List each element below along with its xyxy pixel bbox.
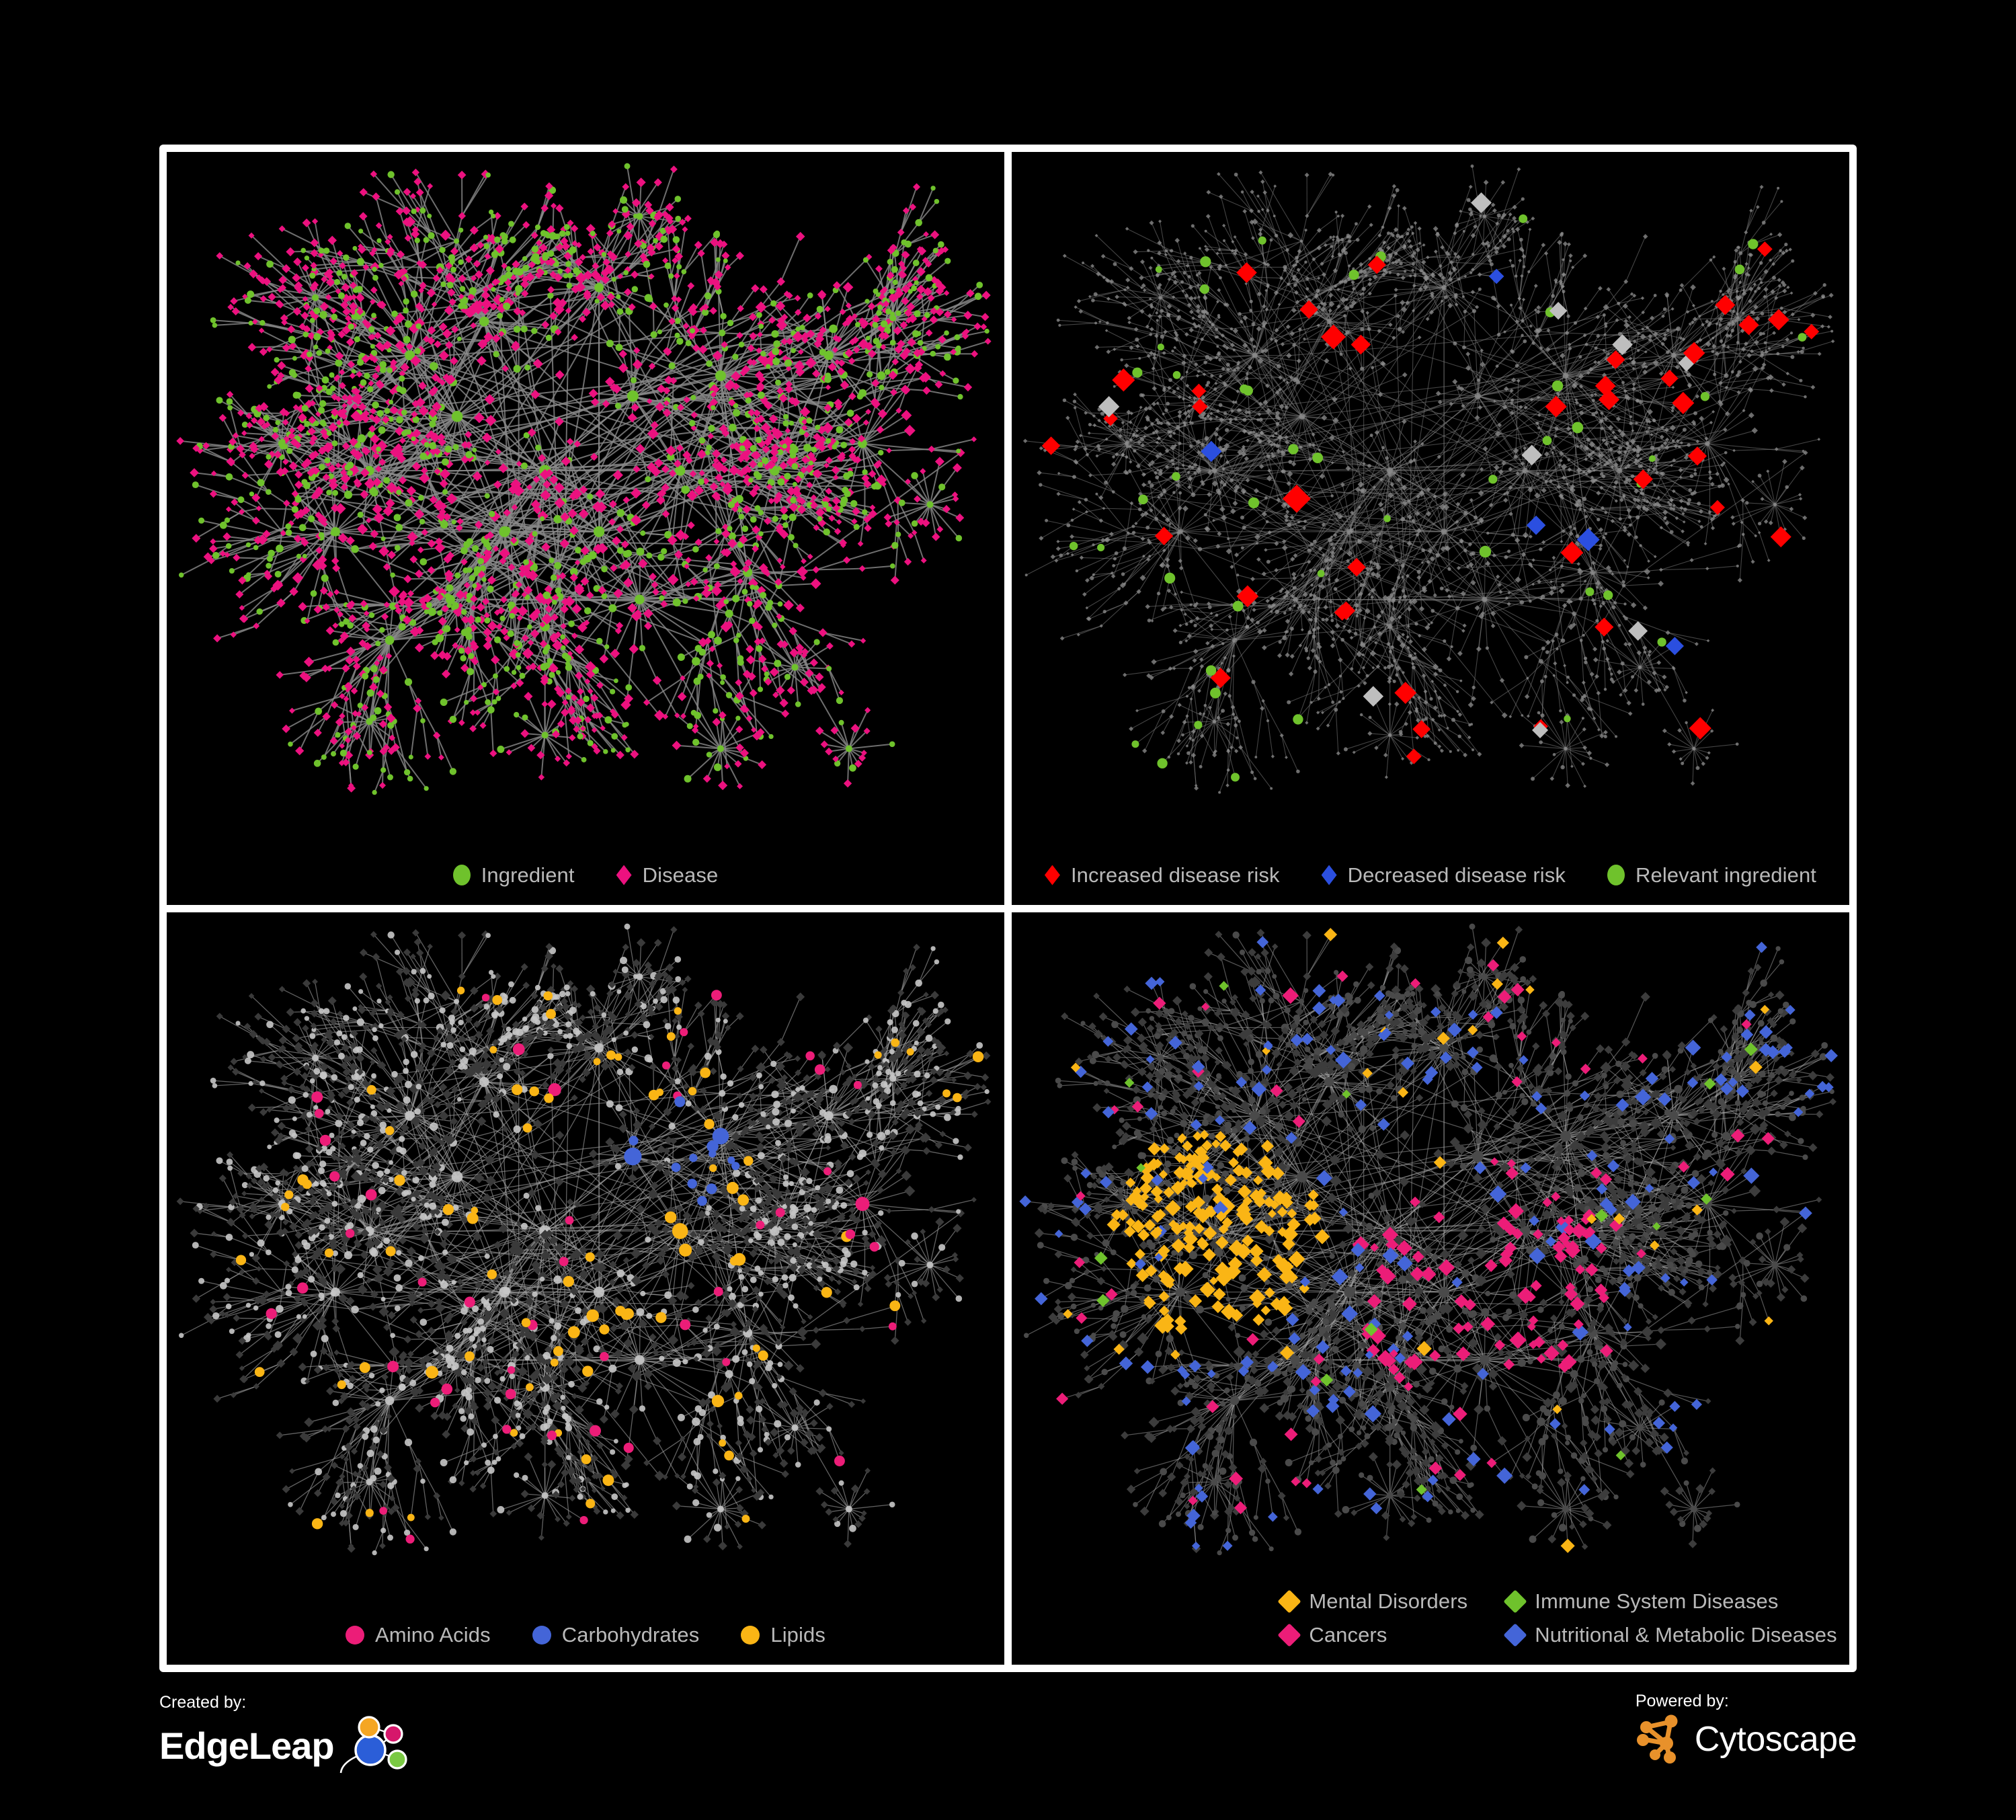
amino-acids-circle-icon	[346, 1626, 365, 1645]
panel-nutrient-classes[interactable]: Amino Acids Carbohydrates Lipids	[167, 912, 1004, 1665]
network-graph-disease-risk[interactable]	[1012, 152, 1849, 905]
ingredient-circle-icon	[452, 865, 471, 885]
legend-item[interactable]: Cancers	[1277, 1623, 1387, 1647]
panel-disease-categories[interactable]: Mental Disorders Immune System Diseases …	[1012, 912, 1849, 1665]
metabolic-diseases-diamond-icon	[1503, 1623, 1527, 1647]
cytoscape-wordmark: Cytoscape	[1695, 1722, 1857, 1757]
legend-item-label: Lipids	[770, 1623, 825, 1647]
powered-by-kicker: Powered by:	[1636, 1692, 1857, 1711]
created-by-edgeleap[interactable]: Created by: EdgeLeap	[159, 1693, 412, 1777]
legend-item[interactable]: Disease	[616, 863, 719, 887]
carbohydrates-circle-icon	[532, 1626, 551, 1645]
legend-item[interactable]: Carbohydrates	[532, 1623, 700, 1647]
network-graph-nutrient-classes[interactable]	[167, 912, 1004, 1665]
disease-diamond-icon	[616, 865, 632, 885]
network-graph-disease-categories[interactable]	[1012, 912, 1849, 1665]
legend-item-label: Decreased disease risk	[1348, 863, 1566, 887]
panel-disease-risk[interactable]: Increased disease risk Decreased disease…	[1012, 152, 1849, 905]
edgeleap-wordmark: EdgeLeap	[159, 1727, 335, 1765]
legend-nutrient-classes: Amino Acids Carbohydrates Lipids	[167, 1623, 1004, 1647]
legend-item[interactable]: Amino Acids	[346, 1623, 491, 1647]
legend-item[interactable]: Immune System Diseases	[1503, 1589, 1778, 1614]
network-graph-ingredient-disease[interactable]	[167, 152, 1004, 905]
legend-item-label: Increased disease risk	[1071, 863, 1280, 887]
legend-item[interactable]: Lipids	[741, 1623, 825, 1647]
increased-risk-diamond-icon	[1044, 865, 1060, 885]
legend-ingredient-disease: Ingredient Disease	[167, 863, 1004, 887]
lipids-circle-icon	[741, 1626, 760, 1645]
legend-item-label: Ingredient	[481, 863, 575, 887]
legend-item-label: Cancers	[1309, 1623, 1387, 1647]
cytoscape-logo-icon	[1636, 1714, 1678, 1764]
edgeleap-logo-icon	[339, 1716, 407, 1774]
legend-item-label: Relevant ingredient	[1636, 863, 1816, 887]
legend-item[interactable]: Mental Disorders	[1277, 1589, 1467, 1614]
legend-item[interactable]: Ingredient	[452, 863, 575, 887]
legend-item-label: Amino Acids	[375, 1623, 491, 1647]
powered-by-cytoscape[interactable]: Powered by:	[1636, 1692, 1857, 1765]
legend-disease-risk: Increased disease risk Decreased disease…	[1012, 863, 1849, 887]
immune-system-diseases-diamond-icon	[1503, 1589, 1527, 1614]
edgeleap-logo-row: EdgeLeap	[159, 1715, 412, 1777]
created-by-kicker: Created by:	[159, 1693, 412, 1712]
legend-item[interactable]: Increased disease risk	[1044, 863, 1280, 887]
relevant-ingredient-circle-icon	[1607, 865, 1625, 885]
mental-disorders-diamond-icon	[1277, 1589, 1301, 1614]
legend-item[interactable]: Relevant ingredient	[1607, 863, 1816, 887]
cancers-diamond-icon	[1277, 1623, 1301, 1647]
legend-item-label: Carbohydrates	[562, 1623, 700, 1647]
decreased-risk-diamond-icon	[1321, 865, 1337, 885]
legend-item-label: Disease	[643, 863, 719, 887]
legend-disease-categories: Mental Disorders Immune System Diseases …	[1277, 1589, 1837, 1647]
legend-item-label: Mental Disorders	[1309, 1589, 1467, 1614]
legend-item[interactable]: Decreased disease risk	[1321, 863, 1566, 887]
cytoscape-logo-row: Cytoscape	[1636, 1714, 1857, 1765]
legend-item[interactable]: Nutritional & Metabolic Diseases	[1503, 1623, 1837, 1647]
panel-ingredient-disease[interactable]: Ingredient Disease	[167, 152, 1004, 905]
panel-grid: Ingredient Disease Increased disease ris…	[159, 145, 1857, 1672]
footer: Created by: EdgeLeap Powered by:	[159, 1688, 1857, 1802]
legend-item-label: Nutritional & Metabolic Diseases	[1535, 1623, 1837, 1647]
legend-item-label: Immune System Diseases	[1535, 1589, 1778, 1614]
